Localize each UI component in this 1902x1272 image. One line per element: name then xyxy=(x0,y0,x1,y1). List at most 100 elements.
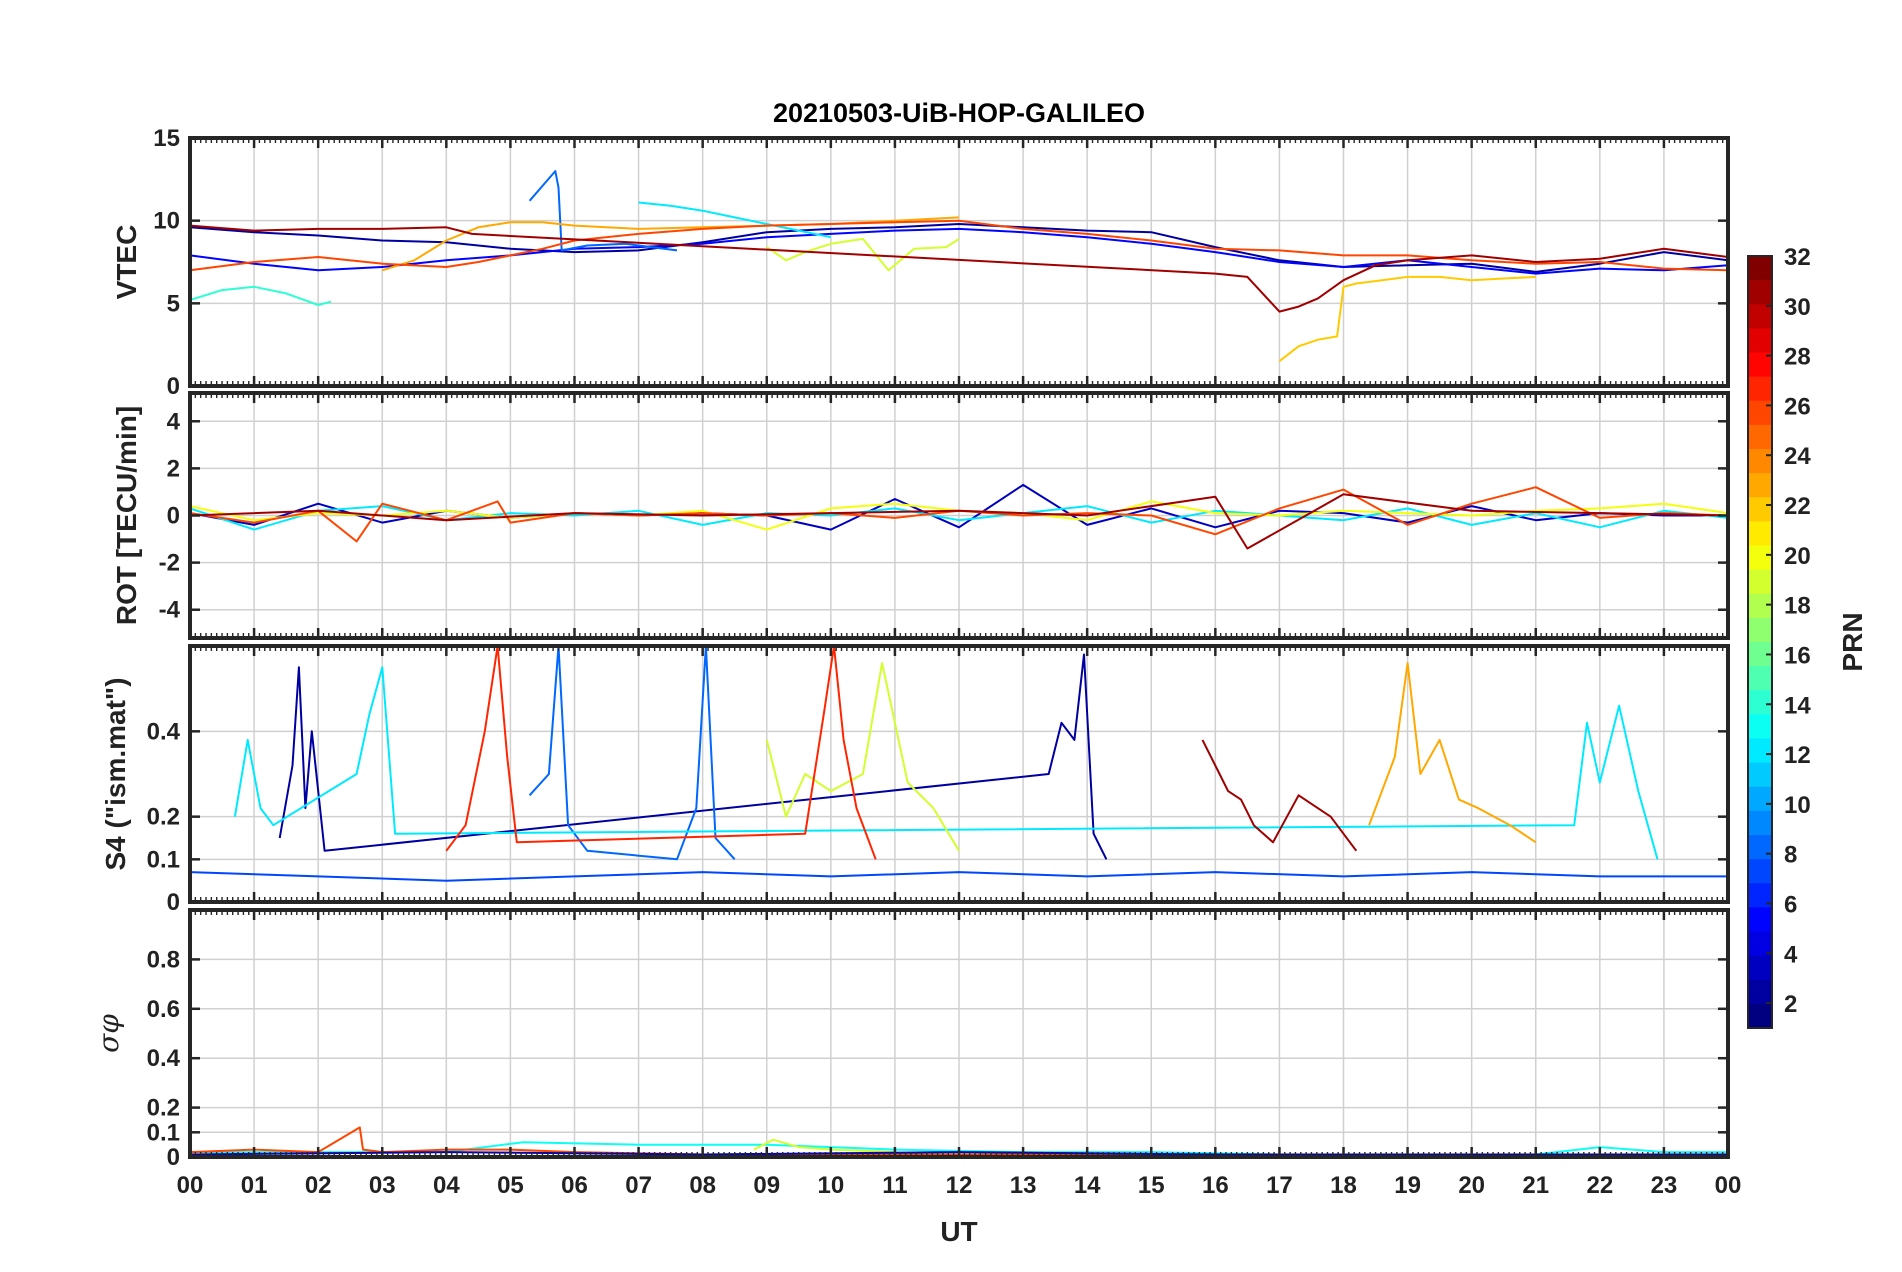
x-tick-label: 07 xyxy=(625,1172,652,1199)
x-tick-label: 14 xyxy=(1074,1172,1101,1199)
colorbar-tick-label: 30 xyxy=(1784,294,1811,321)
colorbar-segment xyxy=(1748,280,1772,305)
colorbar-segment xyxy=(1748,328,1772,354)
colorbar-segment xyxy=(1748,617,1772,643)
x-tick-label: 00 xyxy=(1715,1172,1742,1199)
colorbar-segment xyxy=(1748,376,1772,402)
sigma_phi-ytick-label: 0 xyxy=(167,1144,180,1171)
x-tick-label: 23 xyxy=(1651,1172,1678,1199)
colorbar-tick-label: 10 xyxy=(1784,792,1811,819)
x-tick-label: 18 xyxy=(1330,1172,1357,1199)
vtec-ytick-label: 10 xyxy=(153,208,180,235)
colorbar-tick-label: 32 xyxy=(1784,244,1811,271)
vtec-trace-prn26 xyxy=(190,219,1728,272)
colorbar-segment xyxy=(1748,449,1772,474)
colorbar-segment xyxy=(1748,304,1772,329)
colorbar-segment xyxy=(1748,810,1772,836)
x-axis-label: UT xyxy=(940,1216,977,1247)
rot-ytick-label: -4 xyxy=(159,597,181,624)
colorbar-tick-label: 22 xyxy=(1784,493,1811,520)
colorbar-segment xyxy=(1748,835,1772,860)
colorbar-segment xyxy=(1748,256,1772,281)
colorbar-segment xyxy=(1748,569,1772,595)
s4-trace-prn31 xyxy=(1201,739,1358,852)
colorbar-segment xyxy=(1748,690,1772,715)
s4-axis-label: S4 ("ism.mat") xyxy=(100,677,131,870)
x-tick-label: 06 xyxy=(561,1172,588,1199)
sigma_phi-ytick-label: 0.8 xyxy=(147,946,180,973)
vtec-trace-prn5 xyxy=(190,227,1728,275)
sigma_phi-trace-prn19 xyxy=(753,1138,895,1154)
x-tick-label: 17 xyxy=(1266,1172,1293,1199)
colorbar-tick-label: 26 xyxy=(1784,393,1811,420)
rot-traces xyxy=(190,483,1728,550)
colorbar-segment xyxy=(1748,859,1772,884)
x-tick-label: 19 xyxy=(1394,1172,1421,1199)
x-tick-label: 02 xyxy=(305,1172,332,1199)
x-tick-label: 00 xyxy=(177,1172,204,1199)
x-tick-label: 03 xyxy=(369,1172,396,1199)
chart-title: 20210503-UiB-HOP-GALILEO xyxy=(773,98,1145,128)
sigma_phi-frame xyxy=(188,908,1730,1159)
rot-ytick-label: 0 xyxy=(167,503,180,530)
x-tick-label: 11 xyxy=(882,1172,907,1199)
colorbar-tick-label: 14 xyxy=(1784,692,1811,719)
x-tick-label: 12 xyxy=(946,1172,973,1199)
s4-trace-prn7 xyxy=(190,871,1728,882)
colorbar-tick-label: 20 xyxy=(1784,543,1811,570)
colorbar-tick-label: 16 xyxy=(1784,642,1811,669)
vtec-trace-prn19 xyxy=(766,237,960,272)
vtec-frame xyxy=(188,136,1730,388)
vtec-trace-prn2 xyxy=(190,223,1728,273)
colorbar-segment xyxy=(1748,473,1772,498)
vtec-trace-prn14 xyxy=(190,285,332,306)
vtec-ytick-label: 0 xyxy=(167,373,180,400)
x-tick-label: 22 xyxy=(1586,1172,1613,1199)
x-tick-label: 21 xyxy=(1522,1172,1549,1199)
vtec-axis-label: VTEC xyxy=(111,225,142,300)
rot-trace-prn26 xyxy=(190,486,1728,543)
x-tick-label: 08 xyxy=(689,1172,716,1199)
colorbar-segment xyxy=(1748,979,1772,1005)
x-tick-label: 04 xyxy=(433,1172,460,1199)
rot-ytick-label: -2 xyxy=(159,550,180,577)
x-tick-label: 13 xyxy=(1010,1172,1037,1199)
sigma-phi-axis-label: σφ xyxy=(92,1014,125,1053)
s4-trace-prn23 xyxy=(1368,662,1537,844)
colorbar-segment xyxy=(1748,352,1772,378)
s4-trace-prn2 xyxy=(278,653,1108,860)
colorbar-tick-label: 18 xyxy=(1784,593,1811,620)
colorbar-label: PRN xyxy=(1837,612,1868,671)
vtec-trace-prn12 xyxy=(638,201,832,239)
s4-frame xyxy=(188,644,1730,904)
colorbar-segment xyxy=(1748,593,1772,619)
colorbar-tick-label: 28 xyxy=(1784,344,1811,371)
vtec-trace-prn22 xyxy=(1278,275,1536,362)
colorbar-segment xyxy=(1748,521,1772,547)
x-tick-label: 10 xyxy=(817,1172,844,1199)
sigma_phi-ytick-label: 0.2 xyxy=(147,1095,180,1122)
s4-ytick-label: 0.2 xyxy=(147,804,180,831)
vtec-trace-prn8 xyxy=(528,170,678,252)
colorbar-segment xyxy=(1748,545,1772,571)
colorbar-segment xyxy=(1748,497,1772,522)
colorbar-tick-label: 4 xyxy=(1784,941,1798,968)
colorbar-segment xyxy=(1748,424,1772,450)
vtec-ytick-label: 5 xyxy=(167,290,180,317)
x-tick-label: 01 xyxy=(241,1172,268,1199)
colorbar-segment xyxy=(1748,762,1772,788)
colorbar-tick-label: 6 xyxy=(1784,891,1797,918)
rot-axis-label: ROT [TECU/min] xyxy=(111,406,142,625)
vtec-traces xyxy=(190,170,1728,362)
x-tick-label: 09 xyxy=(753,1172,780,1199)
rot-ytick-label: 4 xyxy=(167,408,181,435)
trace-layer xyxy=(190,170,1728,1156)
sigma_phi-ytick-label: 0.4 xyxy=(147,1045,181,1072)
vtec-trace-prn31 xyxy=(190,224,1728,313)
s4-ytick-label: 0.4 xyxy=(147,718,181,745)
colorbar-frame xyxy=(1747,255,1773,1029)
sigma_phi-ytick-label: 0.6 xyxy=(147,996,180,1023)
x-tick-label: 15 xyxy=(1138,1172,1165,1199)
colorbar-tick-label: 2 xyxy=(1784,991,1797,1018)
